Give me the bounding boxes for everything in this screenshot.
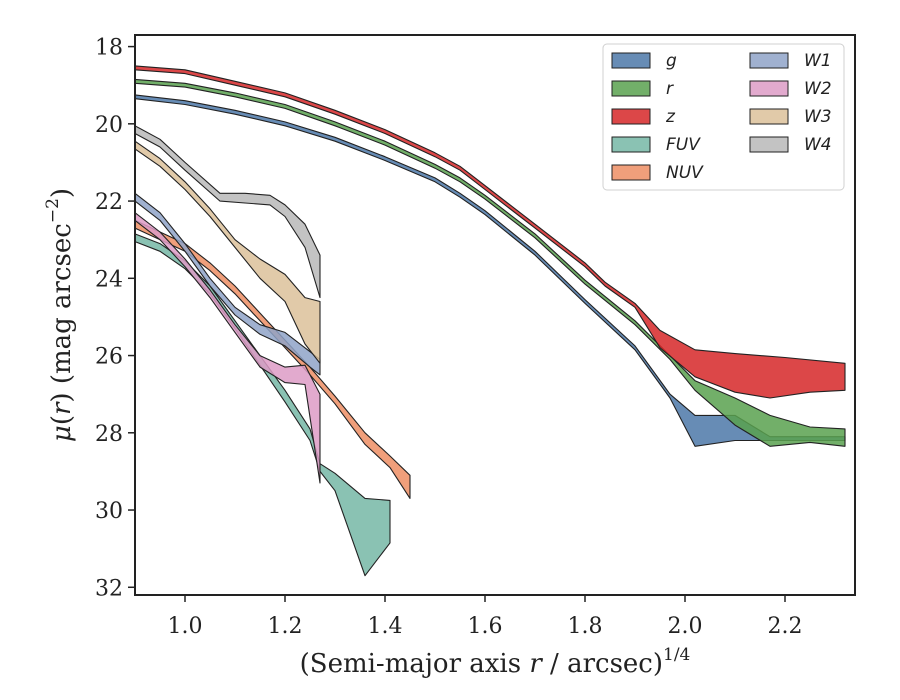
x-axis-title-exponent: 1/4 — [663, 645, 690, 665]
x-tick-label: 1.4 — [368, 614, 403, 639]
x-axis-title: (Semi-major axis r / arcsec)1/4 — [300, 645, 691, 679]
x-tick-label: 1.2 — [268, 614, 303, 639]
band-z — [134, 65, 846, 399]
legend-swatch-nuv — [611, 164, 651, 181]
y-axis-title-mu: μ — [47, 425, 77, 442]
band-nuv — [134, 219, 411, 499]
x-axis-title-var: r — [529, 649, 543, 679]
band-w3 — [134, 140, 321, 364]
y-tick-label: 28 — [95, 422, 123, 447]
legend-label-fuv: FUV — [666, 135, 701, 155]
y-axis-title-r: r — [47, 401, 77, 415]
x-axis-title-text: (Semi-major axis — [300, 649, 530, 679]
x-tick-label: 2.0 — [668, 614, 703, 639]
profile-bands — [134, 65, 846, 577]
band-w2 — [134, 212, 321, 484]
legend-label-w2: W2 — [804, 79, 832, 99]
legend-swatch-w3 — [749, 108, 789, 125]
x-tick-label: 1.6 — [468, 614, 503, 639]
y-tick-label: 24 — [95, 267, 123, 292]
legend-swatch-w4 — [749, 136, 789, 153]
legend-swatch-w2 — [749, 80, 789, 97]
y-tick-label: 20 — [95, 113, 123, 138]
legend-label-nuv: NUV — [666, 163, 704, 183]
y-axis-title: μ(r) (mag arcsec−2) — [43, 188, 77, 442]
legend-swatch-g — [611, 52, 651, 69]
band-w1 — [134, 192, 321, 376]
plot-frame — [134, 34, 856, 596]
x-axis-title-unit: / arcsec) — [542, 649, 663, 679]
legend-swatch-r — [611, 80, 651, 97]
x-axis-ticks: 1.0 1.2 1.4 1.6 1.8 2.0 2.2 — [168, 595, 803, 639]
legend-swatch-fuv — [611, 136, 651, 153]
legend-swatch-z — [611, 108, 651, 125]
legend-label-z: z — [665, 107, 676, 127]
y-tick-label: 30 — [95, 499, 123, 524]
y-axis-title-open: ( — [47, 415, 77, 425]
y-axis-title-close: ) — [47, 188, 77, 198]
legend-swatch-w1 — [749, 52, 789, 69]
y-tick-label: 22 — [95, 190, 123, 215]
legend-label-w3: W3 — [804, 107, 832, 127]
y-tick-label: 26 — [95, 345, 123, 370]
legend-label-r: r — [666, 79, 674, 99]
y-tick-label: 32 — [95, 576, 123, 601]
x-tick-label: 1.0 — [168, 614, 203, 639]
y-axis-title-rest: ) (mag arcsec — [47, 223, 77, 402]
x-tick-label: 2.2 — [768, 614, 803, 639]
legend-label-w1: W1 — [804, 51, 832, 71]
y-axis-title-exponent: −2 — [43, 198, 63, 223]
y-axis-ticks: 18 20 22 24 26 28 30 32 — [95, 36, 135, 601]
y-tick-label: 18 — [95, 36, 123, 61]
x-tick-label: 1.8 — [568, 614, 603, 639]
band-fuv — [134, 233, 391, 577]
band-w4 — [134, 125, 321, 299]
legend-label-w4: W4 — [804, 135, 832, 155]
legend: grz FUV NUV W1 W2 W3 W4 — [602, 43, 845, 191]
legend-label-g: g — [666, 51, 677, 71]
